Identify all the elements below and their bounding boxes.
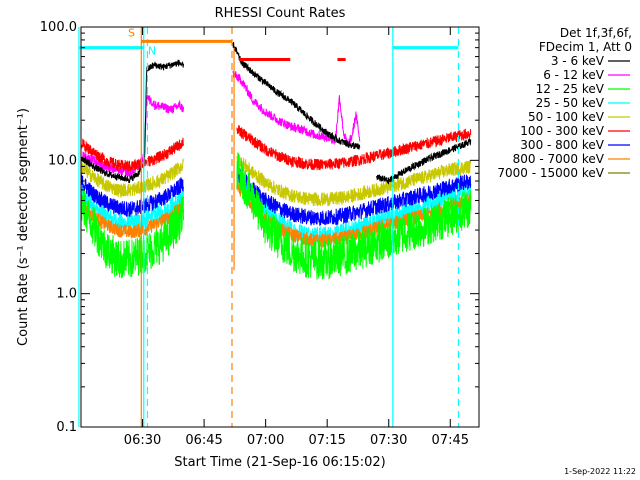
legend-header-line-1: Det 1f,3f,6f, xyxy=(560,26,632,40)
x-tick-label: 07:15 xyxy=(308,433,345,448)
y-tick-label: 10.0 xyxy=(48,153,77,168)
x-tick-label: 06:45 xyxy=(185,433,222,448)
series-layer xyxy=(80,41,472,280)
x-tick-label: 07:00 xyxy=(247,433,284,448)
legend-entry-label: 25 - 50 keV xyxy=(536,96,605,110)
legend-entry-label: 12 - 25 keV xyxy=(536,82,605,96)
annotation-layer: SN xyxy=(78,26,460,427)
legend-entry-label: 7000 - 15000 keV xyxy=(497,166,604,180)
chart-title: RHESSI Count Rates xyxy=(215,6,346,21)
legend-entry-label: 300 - 800 keV xyxy=(520,138,604,152)
x-tick-label: 06:30 xyxy=(124,433,161,448)
flag-label: S xyxy=(128,26,135,39)
y-tick-label: 100.0 xyxy=(40,20,77,35)
legend-header-line-2: FDecim 1, Att 0 xyxy=(539,40,632,54)
footer-date: 1-Sep-2022 11:22 xyxy=(564,467,636,476)
x-tick-label: 07:30 xyxy=(370,433,407,448)
y-tick-label: 0.1 xyxy=(56,420,77,435)
y-axis-label: Count Rate (s⁻¹ detector segment⁻¹) xyxy=(16,108,31,346)
series-line-2 xyxy=(80,153,472,280)
legend-entry-label: 100 - 300 keV xyxy=(520,124,604,138)
x-axis-label: Start Time (21-Sep-16 06:15:02) xyxy=(174,455,385,470)
series-line-5 xyxy=(80,125,472,172)
series-line-6 xyxy=(80,167,472,226)
y-tick-label: 1.0 xyxy=(56,287,77,302)
legend-entry-label: 800 - 7000 keV xyxy=(513,152,605,166)
series-line-4 xyxy=(80,152,472,207)
legend-entry-label: 50 - 100 keV xyxy=(528,110,605,124)
legend-entry-label: 3 - 6 keV xyxy=(551,54,605,68)
legend: Det 1f,3f,6f, FDecim 1, Att 0 3 - 6 keV6… xyxy=(497,26,632,180)
legend-entry-label: 6 - 12 keV xyxy=(543,68,605,82)
flag-label: N xyxy=(148,45,156,58)
plot-frame xyxy=(80,26,480,428)
axis-layer: 06:30 06:45 07:00 07:15 07:30 07:45 100.0 10.0 1… xyxy=(40,20,479,448)
x-tick-label: 07:45 xyxy=(432,433,469,448)
